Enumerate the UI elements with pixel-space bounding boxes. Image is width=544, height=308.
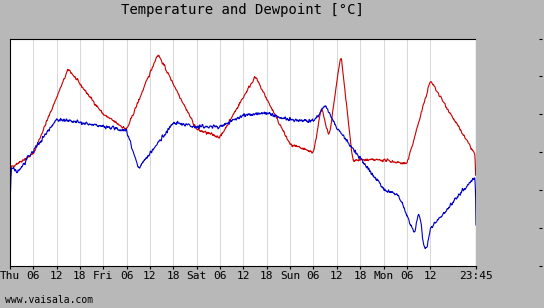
Text: Temperature and Dewpoint [°C]: Temperature and Dewpoint [°C] — [121, 3, 364, 17]
Text: www.vaisala.com: www.vaisala.com — [5, 295, 94, 305]
